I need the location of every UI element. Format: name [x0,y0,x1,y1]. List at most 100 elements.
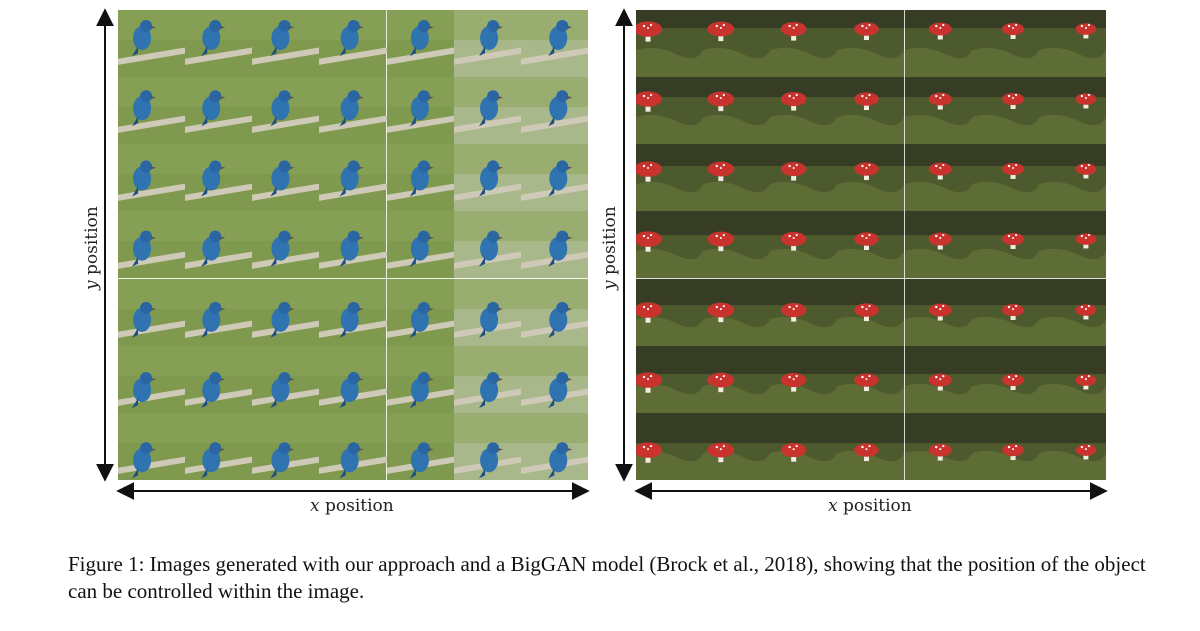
mushroom-thumbnail [837,412,905,480]
bird-thumbnail [185,412,253,480]
bird-image-grid [118,10,588,480]
mushroom-thumbnail [837,144,905,212]
bird-thumbnail [252,211,320,279]
bird-thumbnail [319,345,387,413]
mushroom-thumbnail [837,211,905,279]
bird-thumbnail [118,211,186,279]
bird-thumbnail [453,144,521,212]
bird-thumbnail [453,77,521,145]
mushroom-thumbnail [1038,10,1106,78]
right-y-axis-label: y position [600,206,620,290]
mushroom-thumbnail [904,144,972,212]
bird-thumbnail [520,345,588,413]
mushroom-thumbnail [703,77,771,145]
mushroom-thumbnail [904,278,972,346]
bird-thumbnail [319,412,387,480]
mushroom-thumbnail [1038,345,1106,413]
mushroom-thumbnail [703,211,771,279]
bird-thumbnail [520,412,588,480]
bird-thumbnail [185,144,253,212]
bird-thumbnail [520,144,588,212]
mushroom-thumbnail [770,412,838,480]
mushroom-thumbnail [904,412,972,480]
bird-thumbnail [185,345,253,413]
mushroom-thumbnail [770,345,838,413]
mushroom-thumbnail [703,10,771,78]
mushroom-thumbnail [636,10,704,78]
left-x-axis-label: x position [310,496,394,516]
bird-thumbnail [520,77,588,145]
bird-thumbnail [386,211,454,279]
mushroom-thumbnail [703,144,771,212]
bird-thumbnail [386,278,454,346]
bird-thumbnail [118,10,186,78]
mushroom-thumbnail [636,77,704,145]
mushroom-thumbnail [971,278,1039,346]
bird-thumbnail [453,412,521,480]
bird-thumbnail [118,278,186,346]
mushroom-thumbnail [770,10,838,78]
bird-thumbnail [252,278,320,346]
mushroom-thumbnail [636,278,704,346]
mushroom-thumbnail [636,345,704,413]
bird-thumbnail [319,77,387,145]
bird-thumbnail [185,211,253,279]
bird-thumbnail [252,144,320,212]
mushroom-thumbnail [1038,144,1106,212]
mushroom-thumbnail [770,211,838,279]
bird-thumbnail [185,77,253,145]
bird-thumbnail [252,412,320,480]
mushroom-thumbnail [1038,278,1106,346]
bird-thumbnail [453,211,521,279]
mushroom-thumbnail [636,144,704,212]
mushroom-thumbnail [703,278,771,346]
mushroom-thumbnail [770,278,838,346]
mushroom-thumbnail [971,10,1039,78]
mushroom-thumbnail [971,412,1039,480]
bird-thumbnail [185,278,253,346]
mushroom-thumbnail [1038,412,1106,480]
bird-thumbnail [319,144,387,212]
mushroom-thumbnail [971,144,1039,212]
bird-thumbnail [453,10,521,78]
mushroom-thumbnail [770,77,838,145]
bird-thumbnail [319,10,387,78]
bird-thumbnail [319,211,387,279]
bird-thumbnail [453,345,521,413]
bird-thumbnail [453,278,521,346]
mushroom-thumbnail [1038,77,1106,145]
bird-thumbnail [386,144,454,212]
bird-thumbnail [118,77,186,145]
bird-thumbnail [185,10,253,78]
bird-thumbnail [118,144,186,212]
mushroom-thumbnail [971,345,1039,413]
bird-thumbnail [386,345,454,413]
mushroom-thumbnail [837,345,905,413]
bird-thumbnail [520,10,588,78]
mushroom-thumbnail [837,10,905,78]
mushroom-image-grid [636,10,1106,480]
mushroom-thumbnail [904,10,972,78]
mushroom-thumbnail [837,278,905,346]
mushroom-thumbnail [703,412,771,480]
mushroom-thumbnail [636,211,704,279]
mushroom-thumbnail [770,144,838,212]
mushroom-thumbnail [904,345,972,413]
mushroom-thumbnail [971,211,1039,279]
mushroom-thumbnail [703,345,771,413]
bird-thumbnail [252,77,320,145]
bird-grid [118,10,588,480]
right-x-axis-label: x position [828,496,912,516]
mushroom-thumbnail [1038,211,1106,279]
mushroom-thumbnail [837,77,905,145]
mushroom-grid [636,10,1106,480]
mushroom-thumbnail [904,211,972,279]
bird-thumbnail [520,278,588,346]
bird-thumbnail [386,77,454,145]
bird-thumbnail [118,412,186,480]
bird-thumbnail [319,278,387,346]
mushroom-thumbnail [636,412,704,480]
mushroom-thumbnail [904,77,972,145]
mushroom-thumbnail [971,77,1039,145]
bird-thumbnail [118,345,186,413]
